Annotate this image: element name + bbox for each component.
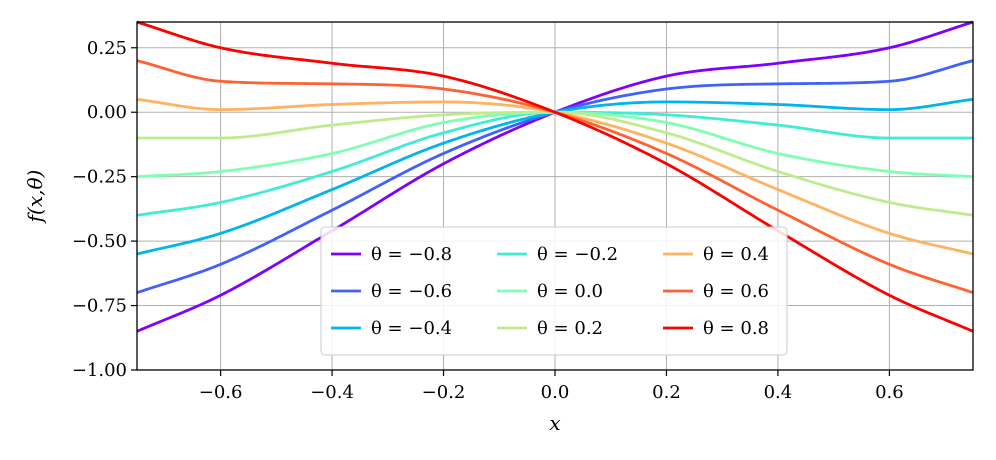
x-tick-label: −0.4 <box>310 382 354 403</box>
axis-ticks: −0.6 −0.4 −0.2 0.0 0.2 0.4 0.6 −1.00 −0.75 −0.50 −… <box>72 38 904 403</box>
legend-box <box>320 226 788 356</box>
legend-label: θ = 0.2 <box>537 318 603 339</box>
x-axis-label: x <box>549 411 560 435</box>
x-tick-label: 0.6 <box>875 382 904 403</box>
legend-label: θ = 0.4 <box>703 244 769 265</box>
x-tick-label: 0.4 <box>764 382 793 403</box>
series-line-8 <box>136 20 974 333</box>
x-tick-label: −0.6 <box>199 382 243 403</box>
legend-label: θ = 0.6 <box>703 281 769 302</box>
legend-label: θ = 0.8 <box>703 318 769 339</box>
series-lines <box>136 20 974 333</box>
legend-label: θ = 0.0 <box>537 281 603 302</box>
legend-label: θ = −0.6 <box>371 281 452 302</box>
x-tick-label: 0.2 <box>652 382 681 403</box>
y-tick-label: −0.75 <box>72 296 127 317</box>
y-tick-label: −1.00 <box>72 360 127 381</box>
x-tick-label: 0.0 <box>541 382 570 403</box>
legend-label: θ = −0.8 <box>371 244 452 265</box>
y-axis-label: f(x,θ) <box>23 170 47 225</box>
y-tick-label: −0.50 <box>72 231 127 252</box>
y-tick-label: 0.25 <box>87 38 127 59</box>
y-tick-label: −0.25 <box>72 167 127 188</box>
y-tick-label: 0.00 <box>87 102 127 123</box>
x-tick-label: −0.2 <box>422 382 466 403</box>
legend-label: θ = −0.4 <box>371 318 452 339</box>
legend-label: θ = −0.2 <box>537 244 618 265</box>
legend: θ = −0.8 θ = −0.6 θ = −0.4 θ = −0.2 θ = 0.0 θ… <box>320 226 788 356</box>
